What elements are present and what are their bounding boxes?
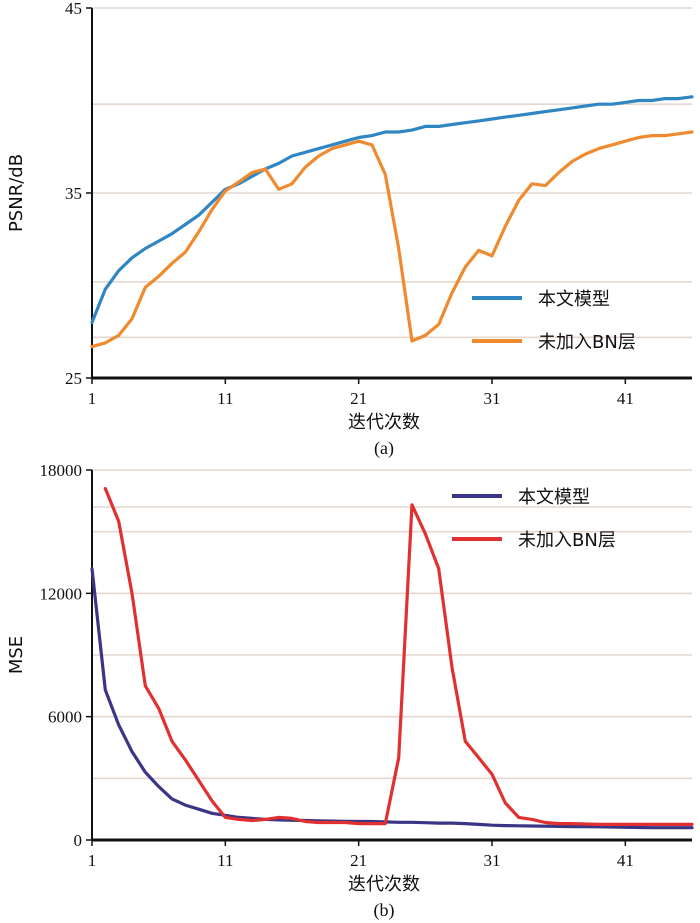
y-tick-label: 0 [74, 831, 83, 850]
panel-caption: (a) [374, 438, 394, 459]
legend-label: 未加入BN层 [538, 332, 636, 353]
series-line-2 [103, 486, 694, 826]
y-axis-label: PSNR/dB [6, 154, 27, 232]
legend-label: 本文模型 [538, 289, 610, 310]
series-line-2 [90, 130, 694, 349]
x-tick-label: 1 [88, 389, 97, 408]
x-axis-label: 迭代次数 [348, 874, 420, 895]
x-axis-label: 迭代次数 [348, 412, 420, 433]
series-line-1 [90, 95, 694, 325]
x-tick-label: 31 [484, 389, 501, 408]
y-axis-label: MSE [6, 636, 27, 674]
x-tick-label: 21 [350, 851, 367, 870]
x-tick-label: 1 [88, 851, 97, 870]
legend-label: 本文模型 [518, 487, 590, 508]
series-line-1 [90, 567, 694, 830]
y-tick-label: 35 [65, 184, 82, 203]
x-tick-label: 31 [484, 851, 501, 870]
legend-label: 未加入BN层 [518, 530, 616, 551]
y-tick-label: 6000 [48, 708, 82, 727]
y-tick-label: 12000 [40, 584, 83, 603]
x-tick-label: 11 [217, 389, 233, 408]
panel-caption: (b) [374, 900, 395, 921]
x-tick-label: 21 [350, 389, 367, 408]
x-tick-label: 41 [617, 851, 634, 870]
y-tick-label: 45 [65, 0, 82, 18]
y-tick-label: 18000 [40, 461, 83, 480]
x-tick-label: 11 [217, 851, 233, 870]
x-tick-label: 41 [617, 389, 634, 408]
y-tick-label: 25 [65, 369, 82, 388]
